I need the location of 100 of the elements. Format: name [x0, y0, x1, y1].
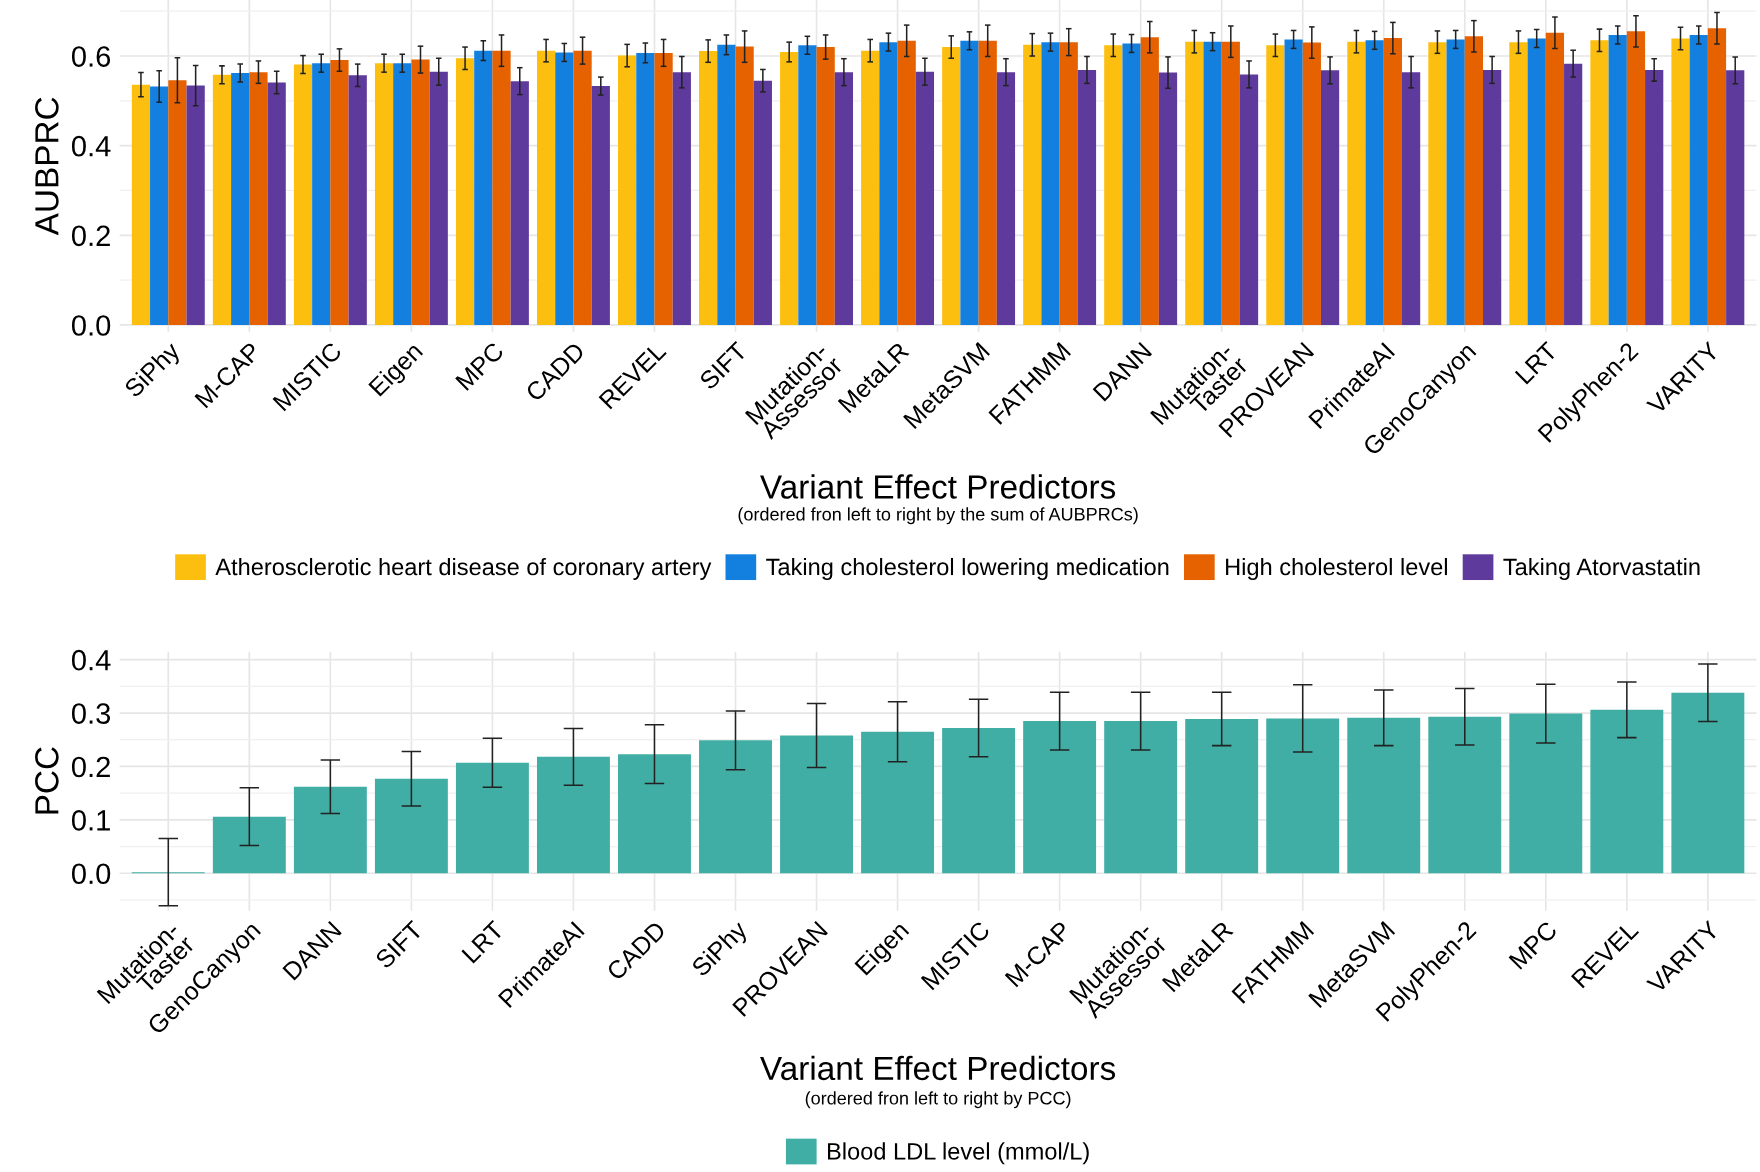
- bar: [717, 44, 736, 325]
- bar: [293, 64, 313, 325]
- bar: [1590, 709, 1664, 874]
- y-tick-label: 0.6: [71, 46, 111, 67]
- bar: [1185, 718, 1259, 874]
- bar: [897, 40, 916, 325]
- bar: [293, 786, 367, 874]
- bar: [942, 47, 961, 325]
- y-tick-label: 0.4: [71, 135, 111, 157]
- bar: [150, 86, 169, 325]
- bar: [348, 75, 367, 325]
- bar: [1626, 31, 1646, 325]
- bar: [1464, 36, 1483, 325]
- bar: [699, 740, 772, 874]
- bar: [536, 50, 556, 325]
- bar: [510, 81, 529, 325]
- text: (ordered fron left to right by PCC): [805, 1091, 1071, 1109]
- bar: [978, 40, 997, 325]
- bar: [1284, 39, 1303, 325]
- bar: [1545, 32, 1565, 325]
- bar: [1383, 38, 1402, 325]
- bar: [186, 85, 205, 325]
- bar: [1564, 63, 1583, 325]
- bar: [861, 50, 880, 325]
- legend-label: Taking cholesterol lowering medication: [766, 557, 1169, 580]
- bar: [1185, 41, 1204, 325]
- legend-label: Atherosclerotic heart disease of coronary artery: [215, 557, 712, 580]
- y-axis-title: AUBPRC: [35, 97, 59, 236]
- bar: [1320, 70, 1340, 325]
- y-tick-label: 0.2: [71, 756, 110, 778]
- bar: [699, 51, 718, 325]
- bar: [1077, 69, 1097, 325]
- bar: [249, 72, 268, 325]
- legend-label: Taking Atorvastatin: [1503, 557, 1700, 580]
- bar: [861, 731, 935, 874]
- bar: [1347, 717, 1421, 874]
- bar: [455, 58, 475, 325]
- bar: [816, 47, 835, 325]
- bar: [411, 59, 430, 325]
- bar: [1023, 721, 1097, 874]
- bar: [996, 72, 1016, 325]
- bar: [591, 86, 610, 325]
- bar: [1221, 41, 1240, 325]
- bar: [1707, 28, 1727, 325]
- bar: [753, 80, 772, 325]
- y-tick-label: 0.3: [71, 703, 111, 724]
- bar: [492, 50, 511, 325]
- y-tick-label: 0.4: [71, 649, 111, 671]
- bar: [960, 40, 979, 325]
- bar: [374, 778, 448, 874]
- bar: [735, 46, 754, 325]
- bar: [1428, 42, 1447, 325]
- bar: [1023, 44, 1042, 325]
- bar: [455, 762, 529, 874]
- y-tick-label: 0.0: [71, 315, 111, 336]
- bar: [536, 756, 610, 874]
- bar: [672, 72, 691, 325]
- bar: [636, 52, 655, 325]
- bar: [1446, 39, 1465, 325]
- bar: [1483, 69, 1502, 325]
- bar: [474, 50, 493, 325]
- legend-label: High cholesterol level: [1226, 557, 1447, 580]
- y-axis-title: PCC: [35, 747, 59, 814]
- bar: [879, 42, 898, 325]
- bar: [212, 74, 232, 325]
- bar: [429, 71, 448, 325]
- bar: [555, 52, 574, 325]
- bar: [1266, 45, 1285, 325]
- y-tick-label: 0.0: [71, 863, 111, 885]
- bar: [780, 735, 853, 874]
- bar: [942, 728, 1016, 874]
- x-axis-title: Variant Effect Predictors: [760, 474, 1116, 499]
- bar: [1401, 72, 1421, 325]
- bar: [1104, 45, 1123, 325]
- bar: [573, 50, 592, 325]
- x-axis-title: Variant Effect Predictors: [760, 1055, 1116, 1081]
- bar: [1726, 70, 1745, 325]
- bar: [1122, 43, 1141, 325]
- bar: [1140, 37, 1159, 325]
- legend-label: Blood LDL level (mmol/L): [828, 1142, 1089, 1165]
- bar: [1365, 40, 1384, 325]
- bar: [1671, 692, 1745, 874]
- bar: [1645, 69, 1664, 325]
- bar: [1041, 42, 1060, 325]
- bar: [1302, 42, 1321, 325]
- bar: [798, 45, 817, 325]
- text: (ordered fron left to right by the sum of AUBPRCs): [738, 507, 1138, 525]
- bar: [1203, 41, 1222, 325]
- bar: [1608, 34, 1627, 325]
- bar: [231, 73, 250, 325]
- bar: [374, 63, 394, 325]
- bar: [1347, 41, 1366, 325]
- bar: [131, 84, 151, 325]
- bar: [1509, 713, 1583, 874]
- bar: [168, 80, 187, 325]
- bar: [1590, 40, 1609, 325]
- bar: [1509, 42, 1528, 325]
- bar: [1059, 42, 1078, 325]
- bar: [618, 55, 637, 325]
- bar: [618, 754, 691, 874]
